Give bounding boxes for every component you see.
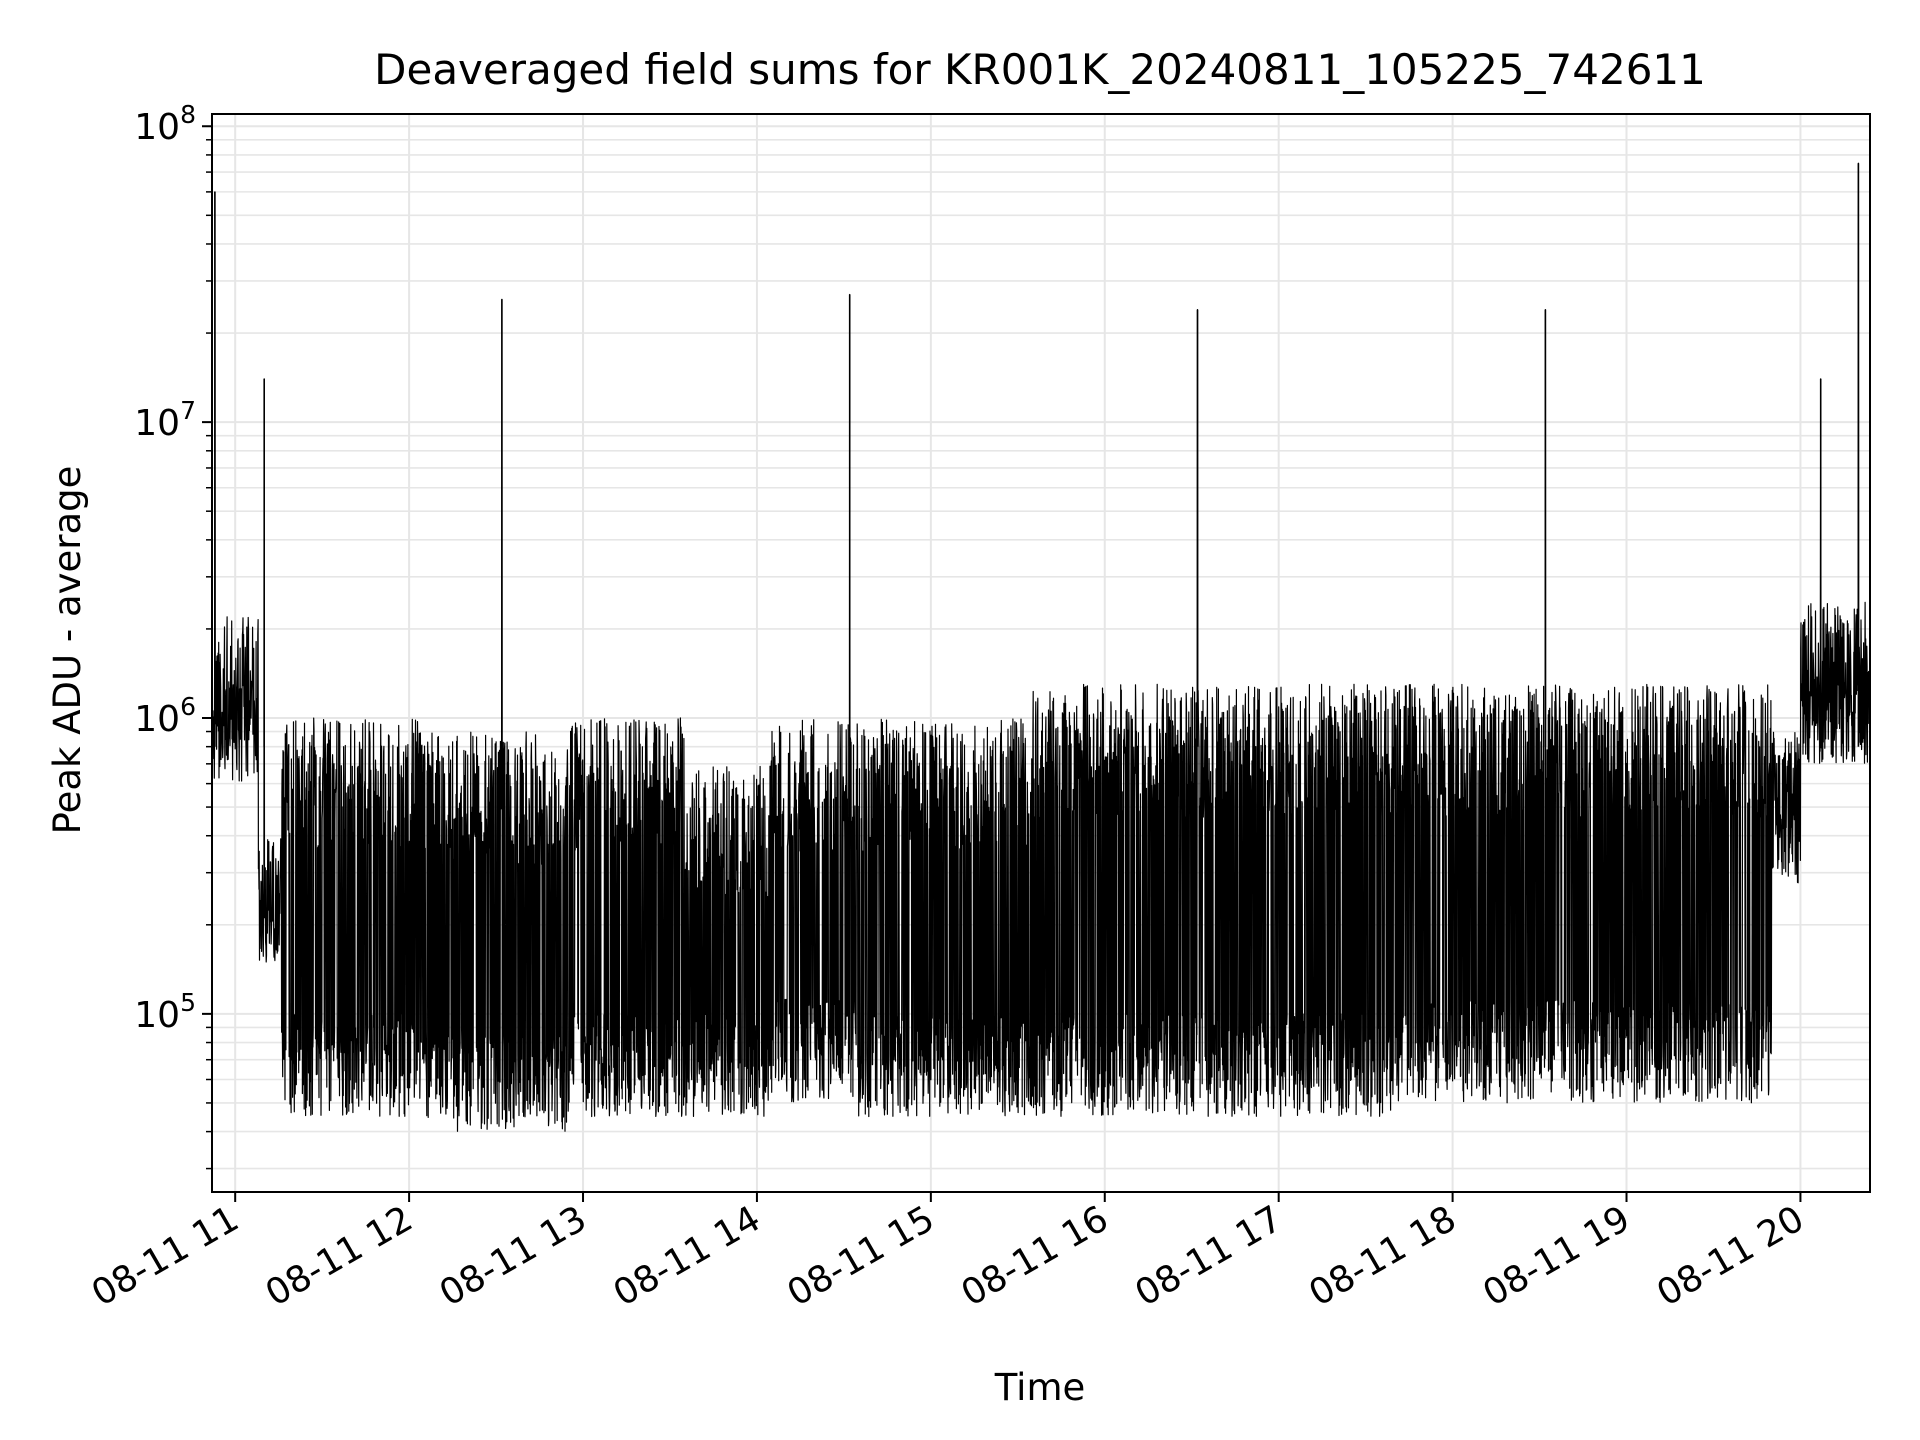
series-line xyxy=(211,162,1871,1132)
series-layer xyxy=(211,162,1871,1132)
chart-title: Deaveraged field sums for KR001K_2024081… xyxy=(374,45,1706,94)
y-axis-label: Peak ADU - average xyxy=(46,466,89,835)
plot-frame xyxy=(211,113,1871,1193)
y-tick-label: 107 xyxy=(134,396,196,444)
x-axis-label: Time xyxy=(994,1366,1086,1409)
y-axis: 105 106 107 108 xyxy=(134,100,212,1170)
y-tick-label: 108 xyxy=(134,100,196,148)
y-tick-label: 106 xyxy=(134,692,196,740)
y-tick-label: 105 xyxy=(134,988,196,1036)
